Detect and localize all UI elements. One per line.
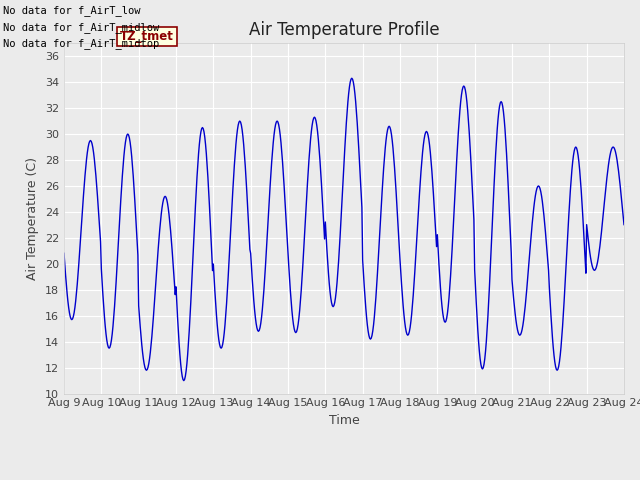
Text: No data for f_AirT_low: No data for f_AirT_low (3, 5, 141, 16)
Text: TZ_tmet: TZ_tmet (120, 30, 174, 43)
Text: No data for f_AirT_midlow: No data for f_AirT_midlow (3, 22, 159, 33)
X-axis label: Time: Time (328, 414, 360, 427)
Text: No data for f_AirT_midtop: No data for f_AirT_midtop (3, 38, 159, 49)
Y-axis label: Air Temperature (C): Air Temperature (C) (26, 157, 39, 280)
Title: Air Temperature Profile: Air Temperature Profile (249, 21, 439, 39)
